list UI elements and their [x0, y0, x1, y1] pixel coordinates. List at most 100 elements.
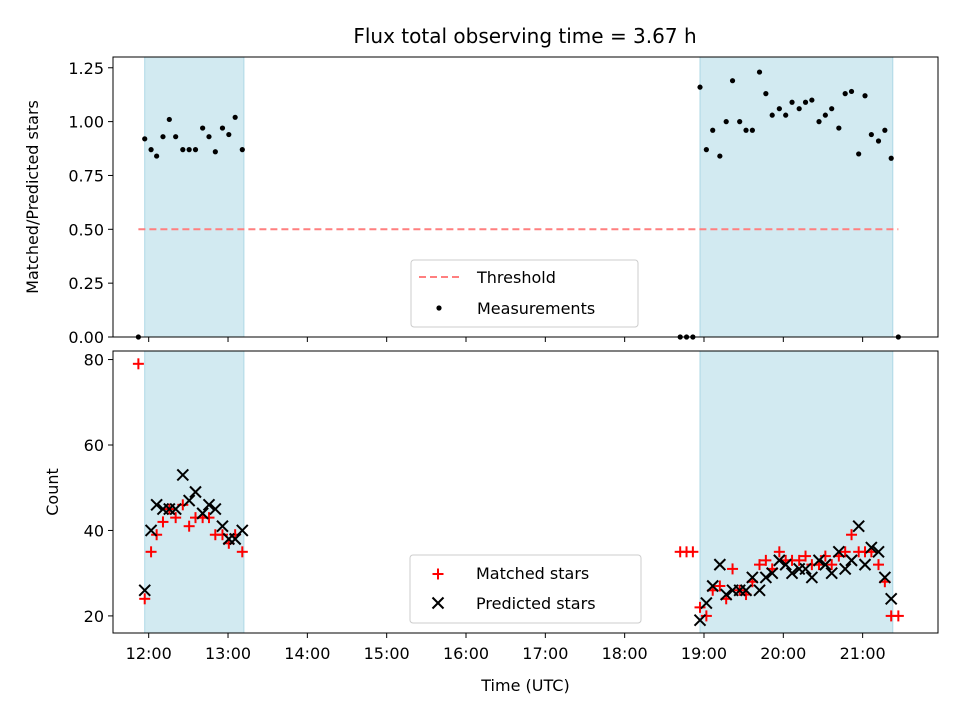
- measurement-point: [226, 131, 232, 138]
- matched-star-point: [846, 529, 858, 541]
- y-tick-label: 0.75: [68, 166, 104, 185]
- measurement-point: [749, 127, 755, 133]
- legend: Matched stars Predicted stars: [409, 554, 642, 624]
- measurement-point: [697, 84, 703, 90]
- matched-star-point: [203, 512, 215, 524]
- measurement-point: [148, 147, 154, 153]
- matched-legend-swatch: [432, 568, 444, 580]
- predicted-star-point: [858, 558, 872, 571]
- matched-star-point: [873, 559, 885, 571]
- x-tick-label: 14:00: [284, 644, 330, 663]
- predicted-star-point: [765, 566, 779, 580]
- measurement-point: [154, 153, 160, 159]
- predicted-star-point: [785, 566, 799, 580]
- x-axis-label: Time (UTC): [480, 676, 569, 695]
- measurement-point: [882, 127, 888, 133]
- x-tick-label: 21:00: [840, 644, 886, 663]
- predicted-legend-marker: [431, 596, 445, 610]
- legend-label-threshold: Threshold: [476, 268, 556, 287]
- matched-legend-marker: [432, 568, 444, 580]
- predicted-star-point: [236, 524, 249, 537]
- measurement-point: [816, 119, 822, 125]
- predicted-star-point: [209, 502, 222, 516]
- predicted-star-point: [189, 485, 202, 499]
- observing-windows: [144, 56, 894, 338]
- legend: Threshold Measurements: [410, 259, 639, 328]
- measurement-point: [723, 119, 729, 125]
- chart-title: Flux total observing time = 3.67 h: [353, 24, 696, 48]
- measurement-point: [848, 88, 855, 95]
- measurement-point: [160, 134, 166, 140]
- measurement-point: [206, 134, 212, 140]
- matched-star-point: [826, 559, 838, 571]
- predicted-star-point: [196, 507, 209, 520]
- measurement-point: [142, 136, 148, 142]
- measurement-point: [796, 106, 802, 112]
- predicted-star-point: [812, 554, 826, 567]
- predicted-star-point: [700, 596, 713, 610]
- measurement-point: [862, 93, 868, 99]
- measurement-point: [776, 106, 782, 112]
- measurement-point: [829, 106, 835, 112]
- predicted-star-point: [216, 519, 229, 533]
- x-tick-label: 12:00: [126, 644, 172, 663]
- matched-star-point: [170, 512, 182, 524]
- observing-window-0: [144, 56, 245, 338]
- measurement-point: [239, 147, 245, 153]
- y-tick-label: 0.00: [68, 328, 104, 347]
- x-tick-label: 20:00: [760, 644, 806, 663]
- predicted-star-point: [884, 592, 898, 606]
- matched-star-point: [236, 546, 248, 558]
- y-axis-ticks: 0.00 0.25 0.50 0.75 1.00 1.25: [68, 59, 113, 347]
- predicted-star-point: [144, 524, 158, 537]
- legend-label-matched: Matched stars: [476, 564, 589, 583]
- measurement-point: [802, 99, 809, 105]
- predicted-star-point: [878, 571, 892, 584]
- measurement-point: [166, 116, 172, 123]
- matched-star-point: [760, 554, 772, 566]
- matched-star-point: [694, 601, 706, 613]
- measurement-point: [710, 127, 716, 133]
- measurement-point: [200, 125, 206, 131]
- predicted-star-point: [746, 571, 759, 584]
- y-tick-label: 60: [84, 436, 104, 455]
- measurement-point: [836, 125, 842, 131]
- predicted-star-point: [865, 541, 878, 554]
- matched-star-point: [800, 550, 812, 562]
- measurement-legend-swatch: [436, 305, 442, 311]
- predicted-star-point: [825, 566, 838, 580]
- predicted-star-point: [799, 562, 812, 576]
- predicted-star-point: [202, 498, 216, 512]
- predicted-star-point: [706, 579, 719, 593]
- predicted-star-point: [150, 498, 163, 512]
- measurement-point: [737, 119, 743, 125]
- predicted-star-point: [819, 558, 832, 571]
- matched-star-point: [687, 546, 699, 558]
- measurement-point: [717, 153, 723, 159]
- predicted-star-point: [182, 494, 196, 507]
- x-tick-label: 16:00: [443, 644, 489, 663]
- predicted-star-point: [759, 571, 773, 584]
- x-tick-label: 19:00: [681, 644, 727, 663]
- matched-star-point: [793, 554, 805, 566]
- measurement-point: [763, 91, 769, 97]
- matched-star-point: [216, 529, 228, 541]
- measurement-point: [756, 69, 763, 75]
- measurement-point: [743, 127, 749, 133]
- legend-label-measurements: Measurements: [477, 299, 595, 318]
- measurement-point: [212, 149, 218, 155]
- predicted-star-point: [805, 571, 819, 584]
- predicted-star-point: [739, 584, 753, 597]
- predicted-star-point: [773, 554, 786, 567]
- measurement-points: [135, 69, 901, 340]
- predicted-star-point: [832, 545, 846, 559]
- predicted-star-point: [719, 588, 733, 601]
- x-axis-ticks: 12:00 13:00 14:00 15:00 16:00 17:00 18:00 19:00…: [126, 633, 886, 663]
- measurement-point: [856, 151, 862, 157]
- predicted-legend-swatch: [431, 596, 445, 610]
- legend-box: [410, 259, 639, 328]
- measurement-point: [219, 125, 226, 131]
- predicted-star-point: [138, 584, 151, 597]
